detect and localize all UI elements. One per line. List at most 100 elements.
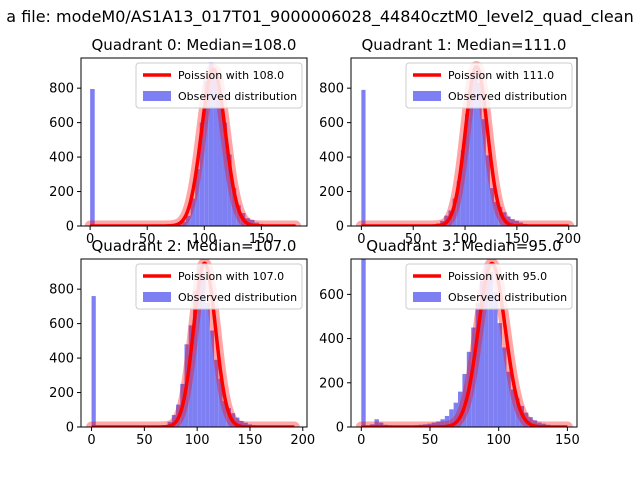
histogram-bar xyxy=(91,296,96,427)
legend-hist-swatch xyxy=(143,91,171,101)
x-tick-label: 0 xyxy=(86,232,94,247)
histogram-bar xyxy=(217,93,223,226)
x-tick-label: 100 xyxy=(185,433,210,448)
histogram-bar xyxy=(214,359,219,427)
subplot-title: Quadrant 2: Median=107.0 xyxy=(92,237,297,255)
y-tick-label: 400 xyxy=(49,151,74,166)
histogram-bar xyxy=(431,422,437,427)
histogram-bar xyxy=(205,302,210,427)
histogram-bar xyxy=(475,303,481,427)
histogram-bar xyxy=(514,220,519,226)
histogram-bar xyxy=(481,119,486,226)
x-tick-label: 100 xyxy=(453,232,478,247)
histogram-bar xyxy=(186,215,191,226)
fit-curve xyxy=(90,261,296,427)
legend-fit-label: Poission with 95.0 xyxy=(448,270,547,283)
histogram-bar xyxy=(506,216,511,226)
histogram-bar xyxy=(236,205,241,226)
histogram-bar xyxy=(460,150,466,226)
histogram-bar xyxy=(485,155,490,226)
histogram-bar xyxy=(171,414,177,427)
figure-suptitle: a file: modeM0/AS1A13_017T01_9000006028_… xyxy=(6,7,633,27)
x-tick-label: 50 xyxy=(139,232,156,247)
histogram-bar xyxy=(489,188,495,226)
y-tick-label: 0 xyxy=(336,421,344,436)
legend-hist-label: Observed distribution xyxy=(448,291,567,304)
x-tick-label: 50 xyxy=(405,232,422,247)
legend-box xyxy=(405,62,573,109)
histogram-bar xyxy=(456,181,461,226)
legend-hist-swatch xyxy=(413,292,441,302)
histogram-bar xyxy=(243,422,248,427)
y-tick-label: 400 xyxy=(49,352,74,367)
histogram-bar xyxy=(465,114,470,226)
legend: Poission with 111.0 Observed distribution xyxy=(405,62,573,109)
histogram-bar xyxy=(497,323,502,427)
x-tick-label: 0 xyxy=(357,232,365,247)
legend-hist-swatch xyxy=(143,292,171,302)
histogram-bar xyxy=(458,391,463,427)
histogram-bar xyxy=(201,275,206,427)
histogram-bar xyxy=(249,219,255,226)
legend-fit-label: Poission with 111.0 xyxy=(448,69,554,82)
histogram-bar xyxy=(374,419,379,427)
histogram-bar xyxy=(361,259,366,427)
y-tick-label: 800 xyxy=(319,82,344,97)
histogram-bar xyxy=(480,281,485,427)
fit-curve xyxy=(360,64,570,226)
histogram-bar xyxy=(453,402,459,427)
x-tick-label: 150 xyxy=(249,232,274,247)
y-tick-label: 200 xyxy=(49,185,74,200)
x-tick-label: 100 xyxy=(192,232,217,247)
histogram-bar xyxy=(440,419,445,427)
legend-hist-label: Observed distribution xyxy=(178,291,297,304)
y-tick-label: 200 xyxy=(319,185,344,200)
histogram-bar xyxy=(510,219,515,226)
legend: Poission with 95.0 Observed distribution xyxy=(405,263,573,310)
subplot-title: Quadrant 1: Median=111.0 xyxy=(362,36,567,54)
histogram-bar xyxy=(361,89,366,226)
y-tick-label: 600 xyxy=(49,116,74,131)
x-tick-label: 50 xyxy=(422,433,439,448)
histogram-bar xyxy=(436,421,441,427)
histogram-bar xyxy=(493,292,498,427)
axes-frame xyxy=(80,57,308,227)
x-tick-label: 200 xyxy=(556,232,581,247)
y-tick-label: 600 xyxy=(319,116,344,131)
histogram-bar xyxy=(488,272,494,427)
legend-box xyxy=(135,62,303,109)
histogram-bar xyxy=(484,263,489,427)
legend-box xyxy=(135,263,303,310)
histogram-bar xyxy=(532,420,538,427)
axes-frame xyxy=(80,258,308,428)
histogram-bar xyxy=(510,389,516,427)
fit-curve-group xyxy=(355,259,573,427)
y-tick-label: 800 xyxy=(49,82,74,97)
histogram-bar xyxy=(204,81,209,226)
histogram-bar xyxy=(469,81,474,226)
legend: Poission with 107.0 Observed distribution xyxy=(135,263,303,310)
x-tick-label: 0 xyxy=(357,433,365,448)
legend-fit-label: Poission with 107.0 xyxy=(178,270,284,283)
subplot-2: 0 50 100 150 200 0 200 400 600 800 Quadrant 2: Med… xyxy=(49,237,315,448)
legend-fit-label: Poission with 108.0 xyxy=(178,69,284,82)
y-tick-label: 800 xyxy=(49,283,74,298)
y-tick-label: 0 xyxy=(66,421,74,436)
y-tick-label: 200 xyxy=(49,386,74,401)
histogram-bar xyxy=(452,198,457,226)
histogram-bar xyxy=(473,67,478,226)
subplot-title: Quadrant 0: Median=108.0 xyxy=(92,36,297,54)
fit-curve-group xyxy=(86,259,300,427)
y-tick-label: 0 xyxy=(66,220,74,235)
x-tick-label: 50 xyxy=(136,433,153,448)
histogram-bar xyxy=(494,201,499,226)
histogram-bar xyxy=(227,154,232,226)
histogram-bar xyxy=(188,325,193,427)
legend-hist-swatch xyxy=(413,91,441,101)
histogram-bar xyxy=(501,347,507,427)
histogram-bar xyxy=(199,122,205,226)
x-tick-label: 100 xyxy=(486,433,511,448)
histogram-bars xyxy=(361,67,553,226)
x-tick-label: 0 xyxy=(87,433,95,448)
